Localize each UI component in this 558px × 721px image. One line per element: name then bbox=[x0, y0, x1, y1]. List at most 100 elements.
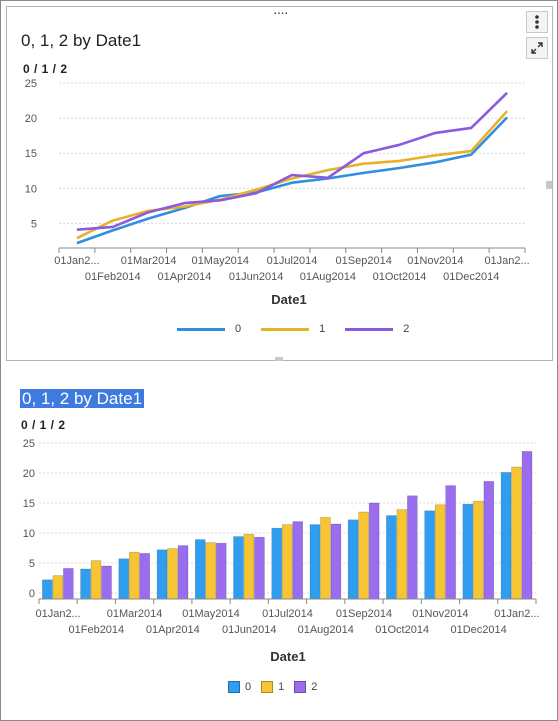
x-tick-label: 01May2014 bbox=[192, 255, 250, 267]
bar-series-1 bbox=[167, 548, 178, 600]
x-tick-label: 01May2014 bbox=[182, 608, 240, 620]
legend-item-2[interactable]: 2 bbox=[294, 681, 317, 693]
data-point bbox=[147, 217, 150, 220]
data-point bbox=[434, 132, 437, 135]
data-point bbox=[255, 188, 258, 191]
x-tick-label: 01Oct2014 bbox=[373, 271, 427, 283]
bar-series-1 bbox=[243, 533, 255, 600]
bar-series-2 bbox=[445, 485, 456, 600]
legend-item-1[interactable]: 1 bbox=[261, 323, 325, 335]
x-tick-label: 01Sep2014 bbox=[336, 255, 392, 267]
y-tick-label: 5 bbox=[31, 218, 37, 230]
bar-series-1 bbox=[511, 466, 522, 600]
legend-item-0[interactable]: 0 bbox=[177, 323, 241, 335]
bar-series-1 bbox=[205, 542, 217, 600]
data-point bbox=[291, 181, 294, 184]
data-point bbox=[147, 211, 150, 214]
legend-item-0[interactable]: 0 bbox=[228, 681, 251, 693]
line-chart-panel[interactable]: ···· 0, 1, 2 by Date1 0 / 1 / 2 5 10 15 20 2… bbox=[6, 4, 553, 361]
drag-handle-icon[interactable]: ···· bbox=[273, 4, 289, 20]
x-tick-label: 01Mar2014 bbox=[107, 608, 163, 620]
vertical-dots-icon[interactable] bbox=[526, 11, 548, 33]
bar-series-0 bbox=[42, 579, 53, 600]
bar-series-0 bbox=[156, 549, 168, 600]
legend-item-1[interactable]: 1 bbox=[261, 681, 284, 693]
bar-series-0 bbox=[462, 503, 474, 600]
legend-swatch bbox=[261, 327, 310, 331]
bar-series-0 bbox=[195, 539, 206, 600]
x-tick-label: 01Jan2... bbox=[54, 255, 99, 267]
data-point bbox=[506, 110, 509, 113]
x-tick-label: 01Mar2014 bbox=[121, 255, 177, 267]
x-axis-title: Date1 bbox=[270, 649, 305, 664]
legend-swatch bbox=[345, 327, 394, 331]
y-tick-label: 15 bbox=[23, 498, 35, 510]
bar-series-2 bbox=[254, 536, 265, 600]
legend-swatch bbox=[261, 681, 274, 693]
bar-series-1 bbox=[358, 511, 369, 600]
bar-series-2 bbox=[177, 545, 189, 600]
chart-title: 0, 1, 2 by Date1 bbox=[21, 31, 142, 50]
bar-series-1 bbox=[473, 500, 484, 600]
bar-series-2 bbox=[63, 568, 74, 600]
x-tick-label: 01Sep2014 bbox=[336, 608, 392, 620]
data-point bbox=[506, 116, 509, 119]
data-point bbox=[111, 226, 114, 229]
x-tick-label: 01Feb2014 bbox=[69, 624, 125, 636]
data-point bbox=[76, 228, 79, 231]
legend-item-2[interactable]: 2 bbox=[345, 323, 409, 335]
series-line-1 bbox=[76, 110, 509, 240]
bar-series-1 bbox=[281, 524, 293, 600]
data-point bbox=[327, 176, 330, 179]
series-line-2 bbox=[76, 91, 509, 231]
y-tick-label: 20 bbox=[23, 468, 35, 480]
bar-series-2 bbox=[101, 565, 112, 600]
bar-series-2 bbox=[292, 521, 303, 600]
x-tick-label: 01Jul2014 bbox=[262, 608, 313, 620]
x-tick-label: 01Jun2014 bbox=[222, 624, 276, 636]
data-point bbox=[434, 161, 437, 164]
y-tick-label: 25 bbox=[23, 438, 35, 450]
data-point bbox=[470, 150, 473, 153]
data-point bbox=[398, 143, 401, 146]
bar-series-2 bbox=[139, 553, 151, 600]
data-point bbox=[291, 174, 294, 177]
line-chart-svg: 5 10 15 20 25 01Jan2... 01Feb2014 01Mar2014 01Ap… bbox=[25, 78, 530, 307]
data-point bbox=[183, 202, 186, 205]
legend-label: 1 bbox=[278, 681, 285, 693]
bar-series-0 bbox=[309, 524, 321, 600]
bar-series-1 bbox=[396, 509, 408, 600]
resize-handle-bottom[interactable] bbox=[275, 357, 283, 361]
bar-series-1 bbox=[320, 517, 331, 600]
bar-series-0 bbox=[500, 472, 512, 600]
x-tick-label: 01Oct2014 bbox=[375, 624, 429, 636]
y-tick-label: 5 bbox=[29, 558, 35, 570]
x-tick-label: 01Nov2014 bbox=[407, 255, 463, 267]
y-tick-label: 25 bbox=[25, 78, 37, 90]
chart-title-text[interactable]: 0, 1, 2 by Date1 bbox=[20, 389, 145, 408]
data-point bbox=[111, 229, 114, 232]
series-line-0 bbox=[76, 116, 509, 245]
x-tick-label: 01Jan2... bbox=[484, 255, 529, 267]
x-tick-label: 01Jan2... bbox=[35, 608, 80, 620]
legend-label: 2 bbox=[311, 681, 318, 693]
data-point bbox=[76, 242, 79, 245]
y-axis-title: 0 / 1 / 2 bbox=[23, 62, 68, 76]
data-point bbox=[327, 169, 330, 172]
expand-arrows-icon[interactable] bbox=[526, 37, 548, 59]
legend-swatch bbox=[228, 681, 240, 693]
data-point bbox=[219, 199, 222, 202]
data-point bbox=[506, 92, 509, 95]
bar-series-0 bbox=[347, 519, 359, 600]
bar-series-1 bbox=[129, 551, 140, 600]
data-point bbox=[470, 153, 473, 156]
data-point bbox=[398, 160, 401, 163]
y-tick-label: 10 bbox=[25, 183, 37, 195]
x-tick-label: 01Apr2014 bbox=[146, 624, 200, 636]
x-tick-label: 01Aug2014 bbox=[300, 271, 356, 283]
bar-chart-legend: 0 1 2 bbox=[223, 681, 322, 693]
resize-handle-right[interactable] bbox=[546, 181, 552, 189]
bar-series-2 bbox=[368, 502, 380, 600]
data-point bbox=[362, 152, 365, 155]
